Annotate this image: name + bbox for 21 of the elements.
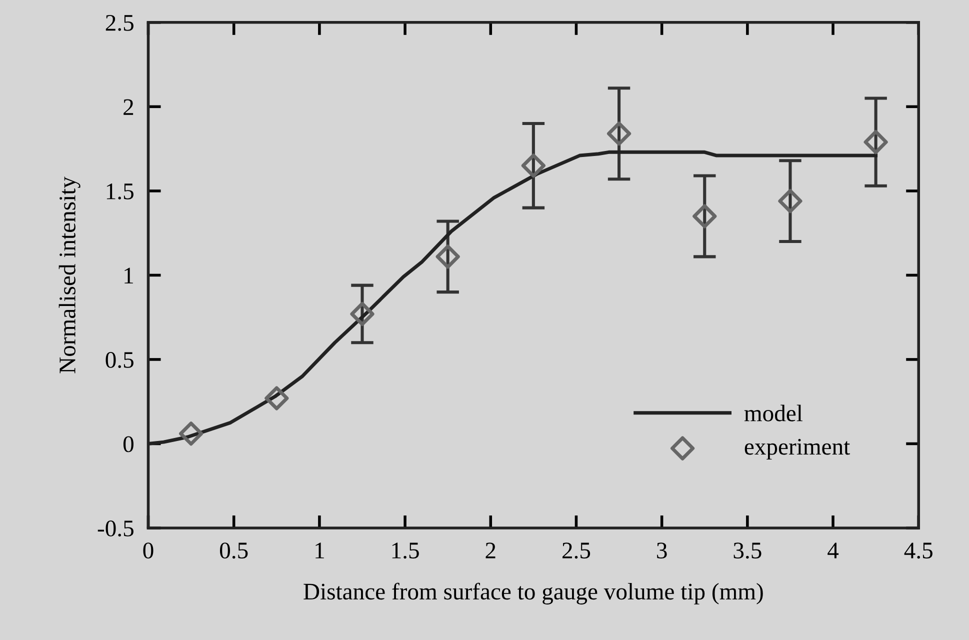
legend-label: model	[744, 404, 802, 422]
x-tick-label: 1.5	[392, 542, 419, 559]
x-tick-label: 1	[316, 542, 324, 558]
y-tick-label: 0	[123, 436, 134, 452]
x-axis-title: Distance from surface to gauge volume tip (mm)	[304, 582, 763, 604]
y-axis-title: Normalised intensity	[58, 176, 80, 374]
y-tick-label: 1.5	[106, 184, 134, 200]
y-tick-label: 2.5	[106, 14, 134, 31]
y-tick-label: 1	[124, 268, 133, 284]
x-tick-label: 4	[828, 542, 839, 558]
x-tick-label: 3	[657, 542, 667, 559]
y-tick-label: 0.5	[106, 352, 134, 368]
x-tick-label: 2.5	[562, 542, 590, 559]
x-tick-label: 4.5	[904, 542, 932, 559]
x-tick-label: 0.5	[220, 542, 248, 559]
x-tick-label: 3.5	[734, 542, 762, 559]
legend-label: experiment	[744, 438, 850, 460]
y-tick-label: -0.5	[98, 520, 134, 537]
x-tick-label: 2	[486, 542, 496, 558]
x-tick-label: 0	[143, 542, 154, 559]
y-tick-label: 2	[124, 99, 134, 115]
